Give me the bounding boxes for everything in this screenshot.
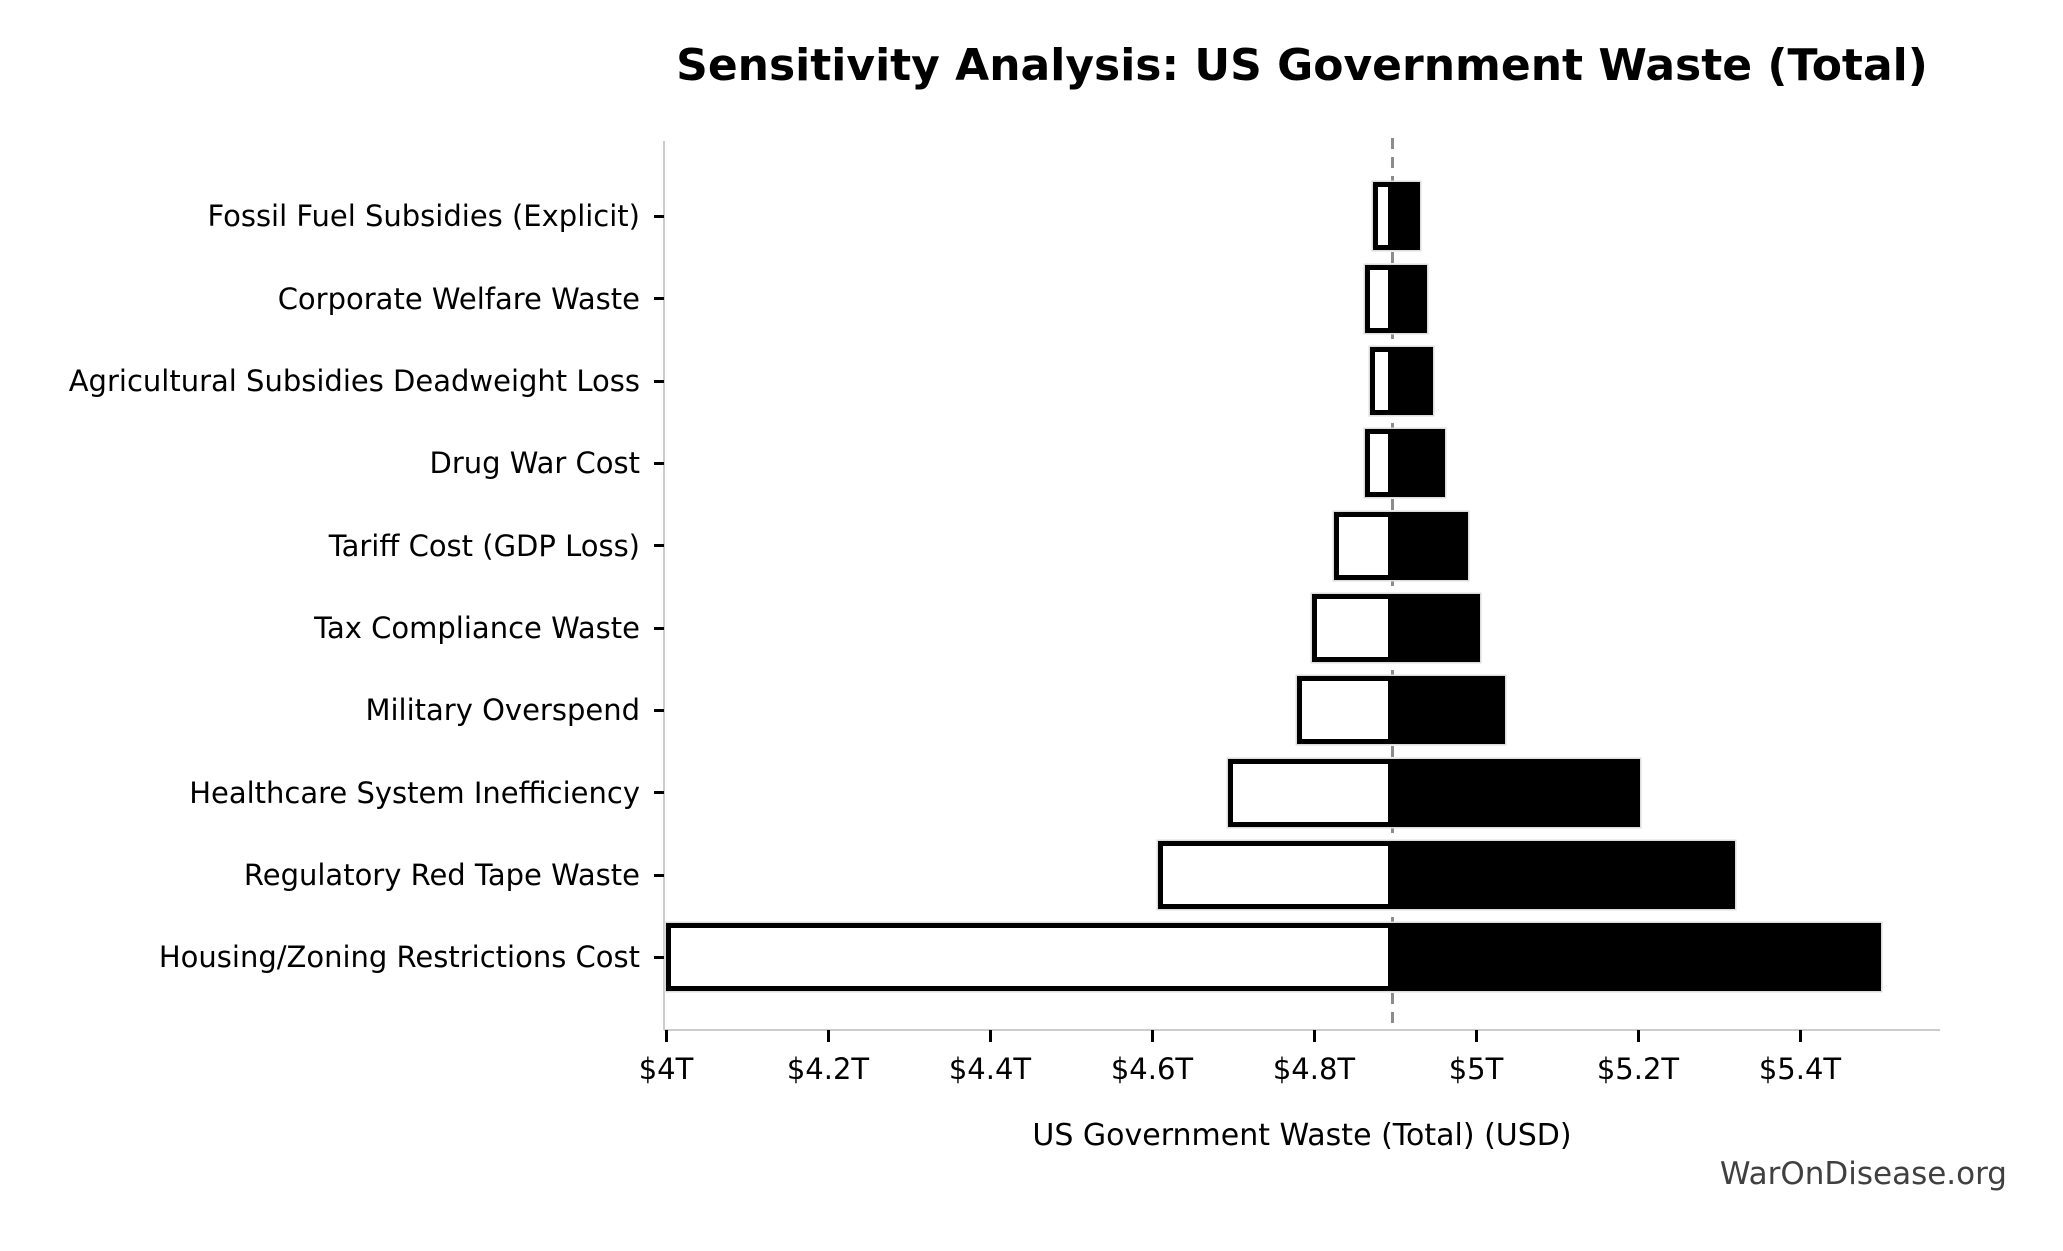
category-label: Agricultural Subsidies Deadweight Loss (68, 364, 640, 399)
y-tick-mark (654, 626, 664, 630)
bar-low-segment (666, 923, 1393, 992)
x-tick-label: $5.4T (1758, 1052, 1842, 1086)
y-tick-mark (654, 379, 664, 383)
bar-low-segment (1334, 511, 1393, 580)
bar-low-segment (1312, 594, 1393, 663)
bar-high-segment (1392, 676, 1506, 745)
tornado-bar (1334, 511, 1468, 580)
x-tick-label: $5T (1448, 1052, 1504, 1086)
category-label: Corporate Welfare Waste (277, 281, 640, 316)
category-label: Drug War Cost (429, 446, 640, 481)
tornado-bar (1296, 676, 1506, 745)
category-label: Tariff Cost (GDP Loss) (328, 528, 640, 563)
tornado-bar (1312, 594, 1481, 663)
y-tick-mark (654, 297, 664, 301)
x-tick-mark (826, 1030, 830, 1042)
bar-low-segment (1157, 841, 1393, 910)
bar-low-segment (1365, 264, 1393, 333)
bar-high-segment (1392, 264, 1428, 333)
x-tick-mark (1798, 1030, 1802, 1042)
tornado-bar (1369, 347, 1434, 416)
bar-high-segment (1392, 923, 1881, 992)
x-axis-line (664, 1029, 1940, 1031)
bar-high-segment (1392, 429, 1446, 498)
bar-low-segment (1296, 676, 1393, 745)
bar-high-segment (1392, 594, 1481, 663)
x-tick-mark (1312, 1030, 1316, 1042)
y-tick-mark (654, 214, 664, 218)
x-tick-mark (664, 1030, 668, 1042)
x-tick-label: $5.2T (1596, 1052, 1680, 1086)
x-tick-mark (988, 1030, 992, 1042)
y-tick-mark (654, 544, 664, 548)
tornado-bar (1228, 758, 1640, 827)
bar-high-segment (1392, 182, 1421, 251)
category-label: Healthcare System Inefficiency (189, 775, 640, 810)
x-tick-label: $4.8T (1272, 1052, 1356, 1086)
bar-high-segment (1392, 758, 1640, 827)
x-tick-mark (1636, 1030, 1640, 1042)
y-tick-mark (654, 955, 664, 959)
tornado-bar (1157, 841, 1736, 910)
category-label: Military Overspend (365, 693, 640, 728)
bar-low-segment (1228, 758, 1393, 827)
y-tick-mark (654, 873, 664, 877)
y-tick-mark (654, 461, 664, 465)
x-axis-label: US Government Waste (Total) (USD) (1032, 1118, 1572, 1153)
category-label: Housing/Zoning Restrictions Cost (158, 940, 640, 975)
y-tick-mark (654, 708, 664, 712)
bar-high-segment (1392, 511, 1468, 580)
bar-high-segment (1392, 347, 1434, 416)
x-tick-label: $4.4T (948, 1052, 1032, 1086)
watermark: WarOnDisease.org (1719, 1156, 2007, 1192)
x-tick-label: $4.6T (1110, 1052, 1194, 1086)
bar-low-segment (1369, 347, 1393, 416)
bar-low-segment (1365, 429, 1393, 498)
y-tick-mark (654, 791, 664, 795)
category-label: Tax Compliance Waste (314, 611, 640, 646)
x-tick-mark (1474, 1030, 1478, 1042)
bar-low-segment (1373, 182, 1393, 251)
x-tick-label: $4.2T (786, 1052, 870, 1086)
baseline-dashed-line (1391, 138, 1395, 1030)
x-tick-mark (1150, 1030, 1154, 1042)
y-axis-line (663, 141, 665, 1030)
tornado-bar (666, 923, 1881, 992)
tornado-bar (1365, 429, 1446, 498)
tornado-bar (1373, 182, 1421, 251)
bar-high-segment (1392, 841, 1736, 910)
tornado-bar (1365, 264, 1428, 333)
chart-title: Sensitivity Analysis: US Government Wast… (676, 40, 1928, 91)
category-label: Regulatory Red Tape Waste (243, 858, 640, 893)
category-label: Fossil Fuel Subsidies (Explicit) (207, 199, 640, 234)
x-tick-label: $4T (638, 1052, 694, 1086)
